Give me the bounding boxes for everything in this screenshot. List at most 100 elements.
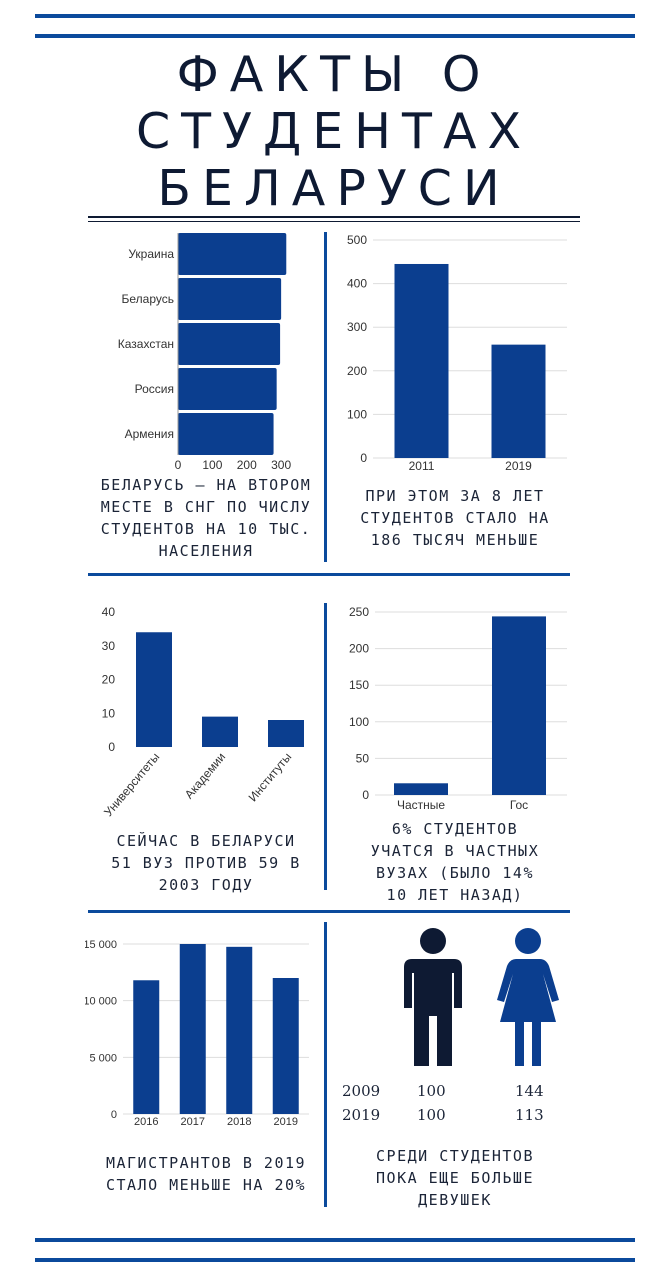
caption-line: СТУДЕНТОВ СТАЛО НА	[360, 509, 550, 527]
category-label: 2016	[134, 1116, 158, 1128]
bottom-rule-1	[35, 1238, 635, 1242]
tick-label: 30	[102, 639, 116, 653]
category-label: Казахстан	[118, 337, 174, 351]
bar	[133, 980, 160, 1114]
title-underline-2	[88, 221, 580, 222]
category-label: 2011	[409, 459, 435, 473]
bar	[226, 946, 253, 1114]
tick-label: 50	[356, 751, 370, 765]
category-label: Армения	[125, 427, 174, 441]
institutions-chart: 0 10 20 30 40 Университеты Академии Институты	[101, 605, 304, 819]
column-divider-2	[324, 603, 327, 890]
category-label: Институты	[246, 750, 295, 804]
caption-line: НАСЕЛЕНИЯ	[158, 542, 254, 560]
private-universities-chart: 0 50 100 150 200 250 Частные Гос	[349, 605, 567, 812]
category-label: 2019	[274, 1116, 298, 1128]
row-divider-1	[88, 573, 570, 576]
tick-label: 10 000	[85, 996, 117, 1008]
column-divider-1	[324, 232, 327, 562]
gender-row-2009-year: 2009	[342, 1082, 381, 1100]
bar	[136, 632, 172, 747]
gender-row-2019-female: 113	[515, 1106, 544, 1124]
tick-label: 250	[349, 605, 369, 619]
caption-line: МЕСТЕ В СНГ ПО ЧИСЛУ	[100, 498, 312, 516]
title-line-2: СТУДЕНТАХ	[135, 103, 533, 160]
title-underline-1	[88, 216, 580, 218]
tick-label: 500	[347, 233, 367, 247]
tick-label: 0	[175, 458, 182, 472]
tick-label: 300	[271, 458, 291, 472]
tick-label: 200	[237, 458, 257, 472]
bar	[268, 720, 304, 747]
tick-label: 150	[349, 678, 369, 692]
tick-label: 100	[202, 458, 222, 472]
category-label: Университеты	[101, 750, 162, 819]
caption-line: ДЕВУШЕК	[418, 1191, 492, 1209]
caption-line: 6% СТУДЕНТОВ	[391, 820, 519, 838]
tick-label: 200	[349, 642, 369, 656]
tick-label: 300	[347, 320, 367, 334]
caption-line: УЧАТСЯ В ЧАСТНЫХ	[370, 842, 540, 860]
masters-caption: МАГИСТРАНТОВ В 2019 СТАЛО МЕНЬШЕ НА 20%	[88, 1152, 324, 1196]
category-label: Гос	[510, 798, 528, 812]
caption-line: 2003 ГОДУ	[158, 876, 254, 894]
bar	[272, 978, 299, 1114]
caption-line: ПРИ ЭТОМ ЗА 8 ЛЕТ	[365, 487, 545, 505]
tick-label: 200	[347, 364, 367, 378]
tick-label: 0	[108, 740, 115, 754]
female-person-icon	[497, 928, 559, 1066]
caption-line: МАГИСТРАНТОВ В 2019	[105, 1154, 307, 1172]
category-label: 2019	[505, 459, 532, 473]
tick-label: 100	[349, 715, 369, 729]
column-divider-3	[324, 922, 327, 1207]
bar	[394, 783, 448, 795]
bar	[491, 344, 546, 458]
cis-caption: БЕЛАРУСЬ — НА ВТОРОМ МЕСТЕ В СНГ ПО ЧИСЛ…	[88, 474, 324, 562]
category-label: 2018	[227, 1116, 251, 1128]
title-line-3: БЕЛАРУСИ	[157, 160, 511, 217]
bar	[178, 368, 277, 410]
caption-line: 186 ТЫСЯЧ МЕНЬШЕ	[370, 531, 540, 549]
tick-label: 0	[111, 1109, 117, 1121]
tick-label: 40	[102, 605, 116, 619]
bar	[202, 716, 238, 747]
students-count-chart: 0 100 200 300 400 500 2011 2019	[347, 233, 567, 473]
gender-row-2019-male: 100	[417, 1106, 446, 1124]
bar	[179, 944, 206, 1114]
private-caption: 6% СТУДЕНТОВ УЧАТСЯ В ЧАСТНЫХ ВУЗАХ (БЫЛ…	[335, 818, 575, 906]
bar	[178, 323, 281, 365]
bar	[178, 233, 287, 275]
caption-line: БЕЛАРУСЬ — НА ВТОРОМ	[100, 476, 312, 494]
bar	[492, 616, 546, 795]
bar	[178, 278, 282, 320]
bar	[178, 413, 274, 455]
students-caption: ПРИ ЭТОМ ЗА 8 ЛЕТ СТУДЕНТОВ СТАЛО НА 186…	[335, 485, 575, 551]
category-label: Частные	[397, 798, 445, 812]
top-rule-2	[35, 34, 635, 38]
tick-label: 0	[360, 451, 367, 465]
tick-label: 20	[102, 673, 116, 687]
gender-row-2009-female: 144	[515, 1082, 544, 1100]
caption-line: ПОКА ЕЩЕ БОЛЬШЕ	[376, 1169, 534, 1187]
bottom-rule-2	[35, 1258, 635, 1262]
caption-line: СРЕДИ СТУДЕНТОВ	[376, 1147, 534, 1165]
caption-line: СЕЙЧАС В БЕЛАРУСИ	[116, 832, 296, 850]
caption-line: СТУДЕНТОВ НА 10 ТЫС.	[100, 520, 312, 538]
category-label: 2017	[181, 1116, 205, 1128]
tick-label: 10	[102, 706, 116, 720]
gender-caption: СРЕДИ СТУДЕНТОВ ПОКА ЕЩЕ БОЛЬШЕ ДЕВУШЕК	[335, 1145, 575, 1211]
row-divider-2	[88, 910, 570, 913]
caption-line: 51 ВУЗ ПРОТИВ 59 В	[111, 854, 301, 872]
bar	[394, 263, 449, 458]
caption-line: ВУЗАХ (БЫЛО 14%	[376, 864, 534, 882]
category-label: Украина	[128, 247, 174, 261]
cis-ranking-chart: Украина Беларусь Казахстан Россия Армения 0 10…	[118, 233, 291, 472]
male-person-icon	[404, 928, 462, 1066]
title-line-1: ФАКТЫ О	[176, 46, 492, 103]
category-label: Беларусь	[122, 292, 174, 306]
institutions-caption: СЕЙЧАС В БЕЛАРУСИ 51 ВУЗ ПРОТИВ 59 В 200…	[88, 830, 324, 896]
masters-chart: 0 5 000 10 000 15 000 2016 2017 2018 2019	[85, 939, 309, 1128]
caption-line: СТАЛО МЕНЬШЕ НА 20%	[105, 1176, 307, 1194]
tick-label: 15 000	[85, 939, 117, 951]
gender-row-2019-year: 2019	[342, 1106, 381, 1124]
